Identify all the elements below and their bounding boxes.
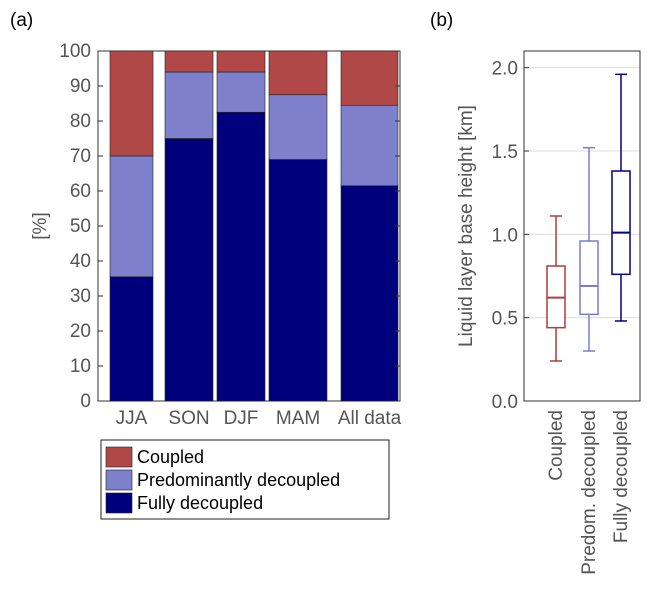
box-plot: 0.0 0.5 1.0 1.5 2.0 Liquid layer base height … — [456, 50, 641, 575]
legend-box — [100, 439, 390, 520]
bar-segment-mam-coupled — [268, 50, 328, 96]
bar-segment-all-data-predominantly-decoupled — [340, 104, 399, 187]
x-tick-label: JJA — [116, 408, 148, 429]
y-tick-label: 70 — [70, 146, 91, 167]
y-tick-label: 80 — [70, 111, 91, 132]
y-tick-label: 100 — [59, 41, 91, 62]
legend-swatch — [105, 469, 133, 491]
plot-area — [523, 50, 641, 402]
box-fully-decoupled — [611, 170, 631, 276]
y-tick-label: 2.0 — [492, 59, 518, 80]
legend-label: Coupled — [137, 447, 204, 467]
y-tick-label: 60 — [70, 181, 91, 202]
x-tick-label: All data — [338, 408, 402, 429]
y-tick-label: 0 — [80, 391, 91, 412]
bar-segment-jja-fully-decoupled — [109, 276, 154, 402]
y-tick-label: 10 — [70, 356, 91, 377]
box-predom-decoupled — [579, 240, 599, 316]
legend-swatch — [105, 446, 133, 468]
bar-segment-jja-predominantly-decoupled — [109, 155, 154, 278]
y-axis-label: Liquid layer base height [km] — [456, 105, 477, 347]
bar-segment-mam-fully-decoupled — [268, 159, 328, 402]
y-tick-label: 0.5 — [492, 309, 518, 330]
legend-swatch — [105, 492, 133, 514]
legend-label: Fully decoupled — [137, 493, 263, 513]
bar-segment-djf-fully-decoupled — [216, 111, 266, 402]
bar-segment-son-coupled — [164, 50, 214, 73]
legend-label: Predominantly decoupled — [137, 470, 340, 490]
x-tick-label: DJF — [224, 408, 259, 429]
bar-segment-all-data-coupled — [340, 50, 399, 106]
bar-segment-mam-predominantly-decoupled — [268, 94, 328, 160]
stacked-bar-chart: JJA SON DJF MAM All data 0 10 20 30 40 50 60 70 80 90 1… — [30, 41, 402, 429]
bar-segment-djf-coupled — [216, 50, 266, 73]
bar-segment-son-fully-decoupled — [164, 138, 214, 402]
bar-segment-jja-coupled — [109, 50, 154, 157]
y-tick-label: 20 — [70, 321, 91, 342]
y-axis-label: [%] — [30, 212, 51, 239]
y-tick-label: 1.5 — [492, 142, 518, 163]
x-tick-label: Coupled — [546, 410, 567, 481]
x-tick-label: Predom. decoupled — [579, 410, 600, 575]
x-tick-label: MAM — [276, 408, 320, 429]
y-tick-label: 40 — [70, 251, 91, 272]
y-tick-label: 30 — [70, 286, 91, 307]
bar-segment-djf-predominantly-decoupled — [216, 71, 266, 113]
bar-segment-son-predominantly-decoupled — [164, 71, 214, 139]
x-tick-label: SON — [168, 408, 209, 429]
y-tick-label: 50 — [70, 216, 91, 237]
y-tick-label: 90 — [70, 76, 91, 97]
y-tick-label: 1.0 — [492, 225, 518, 246]
x-tick-label: Fully decoupled — [611, 410, 632, 543]
panel-a-label: (a) — [10, 10, 33, 31]
y-tick-label: 0.0 — [492, 392, 518, 413]
bar-segment-all-data-fully-decoupled — [340, 185, 399, 402]
panel-b-label: (b) — [430, 10, 453, 31]
legend: Coupled Predominantly decoupled Fully deco… — [100, 439, 390, 520]
